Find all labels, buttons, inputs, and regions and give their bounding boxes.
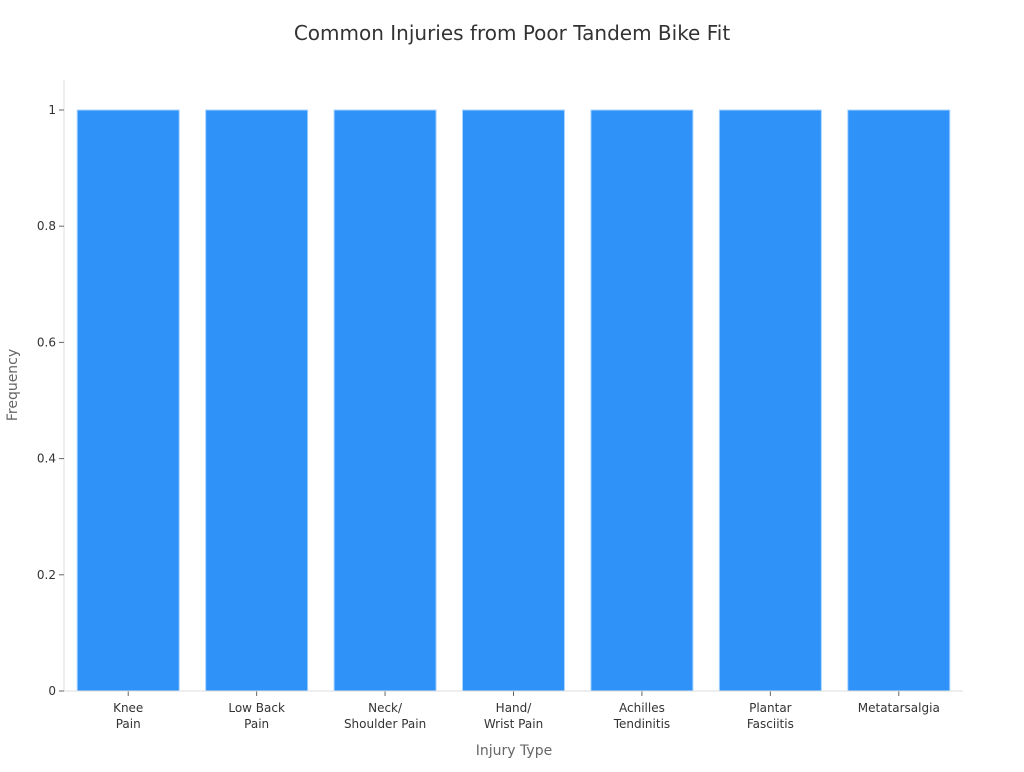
- y-tick-label: 0.4: [37, 452, 56, 466]
- bar: [76, 109, 180, 692]
- x-tick-label: Neck/: [368, 701, 403, 715]
- bar: [590, 109, 694, 692]
- x-tick-label: Pain: [244, 717, 269, 731]
- x-tick-label: Hand/: [496, 701, 533, 715]
- y-tick-label: 0.6: [37, 335, 56, 349]
- y-tick-label: 0.2: [37, 568, 56, 582]
- x-tick-label: Pain: [116, 717, 141, 731]
- y-tick-label: 1: [48, 103, 56, 117]
- x-tick-label: Tendinitis: [613, 717, 670, 731]
- bar: [462, 109, 565, 692]
- x-tick-label: Wrist Pain: [484, 717, 543, 731]
- x-tick-label: Knee: [113, 701, 143, 715]
- x-tick-label: Low Back: [228, 701, 285, 715]
- x-tick-label: Fasciitis: [747, 717, 794, 731]
- y-axis-label: Frequency: [5, 349, 21, 421]
- chart-title: Common Injuries from Poor Tandem Bike Fi…: [294, 21, 730, 45]
- x-tick-label: Metatarsalgia: [858, 701, 940, 715]
- bar: [847, 109, 951, 692]
- y-tick-label: 0.8: [37, 219, 56, 233]
- bar: [718, 109, 822, 692]
- bar: [333, 109, 437, 692]
- bar: [205, 109, 309, 692]
- x-tick-label: Shoulder Pain: [344, 717, 426, 731]
- x-tick-label: Achilles: [619, 701, 665, 715]
- y-tick-label: 0: [48, 684, 56, 698]
- x-tick-label: Plantar: [749, 701, 792, 715]
- x-axis-label: Injury Type: [476, 743, 552, 759]
